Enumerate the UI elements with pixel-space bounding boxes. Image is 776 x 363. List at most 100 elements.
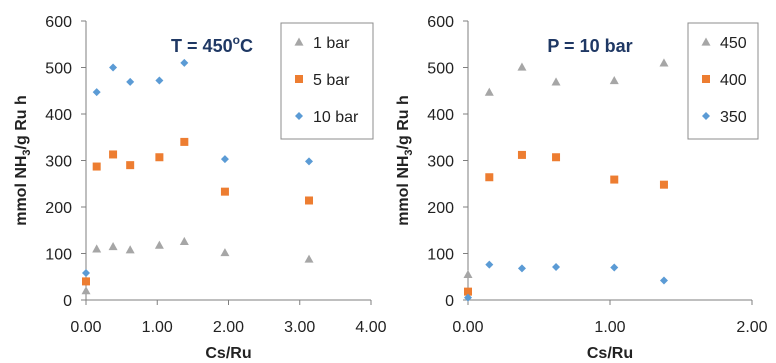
data-point [484, 87, 494, 96]
y-tick-label: 100 [45, 247, 72, 264]
data-point [155, 76, 164, 85]
y-axis-title-sub: 3 [403, 149, 415, 155]
data-point [552, 262, 561, 271]
data-point [610, 263, 619, 272]
chart-panel-2: 0 100 200 300 400 500 600 0.00 1.00 2.00 Cs/Ru mmol… [395, 14, 768, 362]
x-axis-title: Cs/Ru [587, 345, 633, 362]
data-point [659, 180, 668, 189]
series-3 [464, 260, 668, 302]
data-point [125, 245, 135, 254]
legend-label: 1 bar [313, 35, 350, 52]
y-tick-label: 200 [427, 200, 454, 217]
data-point [92, 244, 102, 253]
data-point [304, 254, 314, 263]
series-1 [81, 236, 314, 295]
x-tick-label: 2.00 [736, 319, 767, 336]
series-1 [463, 58, 669, 279]
data-point [82, 277, 90, 286]
legend-box [687, 22, 759, 140]
chart-panel-1: 0 100 200 300 400 500 600 0.00 1.00 2.00 3.00 4.00 C… [13, 14, 387, 362]
legend-marker [294, 37, 304, 46]
data-point [108, 242, 118, 251]
data-point [82, 269, 90, 278]
x-tick-label: 3.00 [284, 319, 315, 336]
data-point [551, 77, 561, 86]
legend-marker [702, 112, 710, 120]
y-axis-title: mmol NH3/g Ru h [13, 95, 33, 226]
x-axis-title: Cs/Ru [205, 345, 251, 362]
y-tick-label: 0 [445, 293, 454, 310]
x-tick-label: 1.00 [142, 319, 173, 336]
x-tick-label: 1.00 [594, 319, 625, 336]
legend-label: 5 bar [313, 72, 350, 89]
legend-marker [702, 75, 710, 83]
legend-label: 350 [720, 109, 747, 126]
x-tick-label: 0.00 [70, 319, 101, 336]
data-point [464, 293, 472, 302]
data-point [517, 150, 526, 159]
y-tick-label: 300 [45, 154, 72, 171]
data-point [92, 88, 101, 97]
data-point [517, 264, 526, 273]
y-tick-label: 0 [63, 293, 72, 310]
series-2 [82, 137, 314, 286]
y-tick-label: 400 [45, 107, 72, 124]
x-tick-label: 0.00 [452, 319, 483, 336]
x-tick-label: 4.00 [355, 319, 386, 336]
data-point [220, 187, 229, 196]
y-tick-label: 500 [427, 61, 454, 78]
data-point [155, 153, 164, 162]
series-2 [464, 150, 668, 296]
legend-label: 400 [720, 72, 747, 89]
panel-annotation: T = 450oC [171, 33, 253, 56]
data-point [154, 240, 164, 249]
data-point [552, 153, 561, 162]
y-tick-label: 500 [45, 61, 72, 78]
y-axis-title: mmol NH3/g Ru h [395, 95, 415, 226]
data-point [180, 137, 189, 146]
data-point [126, 77, 135, 86]
y-axis-title-tail: /g Ru h [395, 95, 412, 149]
data-point [610, 175, 619, 184]
y-axis-title-main: mmol NH [13, 156, 30, 226]
data-point [463, 269, 473, 279]
data-point [305, 157, 314, 166]
legend-label: 10 bar [313, 109, 359, 126]
legend-label: 450 [720, 35, 747, 52]
legend-marker [295, 75, 303, 83]
y-axis-title-sub: 3 [21, 149, 33, 155]
data-point [659, 276, 668, 285]
data-point [109, 63, 118, 72]
annotation-main: T = 450 [171, 36, 233, 56]
data-point [464, 287, 472, 296]
annotation-main: P = 10 bar [547, 36, 632, 56]
y-tick-label: 600 [45, 14, 72, 31]
data-point [179, 236, 189, 246]
legend: 1 bar 5 bar 10 bar [280, 22, 374, 140]
data-point [92, 162, 101, 171]
y-tick-label: 600 [427, 14, 454, 31]
data-point [485, 173, 494, 182]
data-point [659, 58, 669, 67]
y-axis-title-main: mmol NH [395, 156, 412, 226]
legend: 450 400 350 [687, 22, 759, 140]
data-point [81, 286, 91, 295]
y-tick-label: 300 [427, 154, 454, 171]
annotation-sup: o [233, 33, 240, 47]
data-point [220, 155, 229, 164]
data-point [485, 260, 494, 269]
y-tick-label: 200 [45, 200, 72, 217]
series-3 [82, 58, 314, 278]
legend-marker [295, 112, 303, 120]
data-point [305, 196, 314, 205]
panel-annotation: P = 10 bar [547, 36, 632, 56]
y-axis-title-tail: /g Ru h [13, 95, 30, 149]
data-point [180, 58, 189, 67]
data-point [220, 248, 230, 257]
legend-marker [701, 37, 711, 46]
data-point [609, 76, 619, 85]
y-tick-label: 100 [427, 247, 454, 264]
data-point [517, 62, 527, 71]
annotation-tail: C [240, 36, 253, 56]
